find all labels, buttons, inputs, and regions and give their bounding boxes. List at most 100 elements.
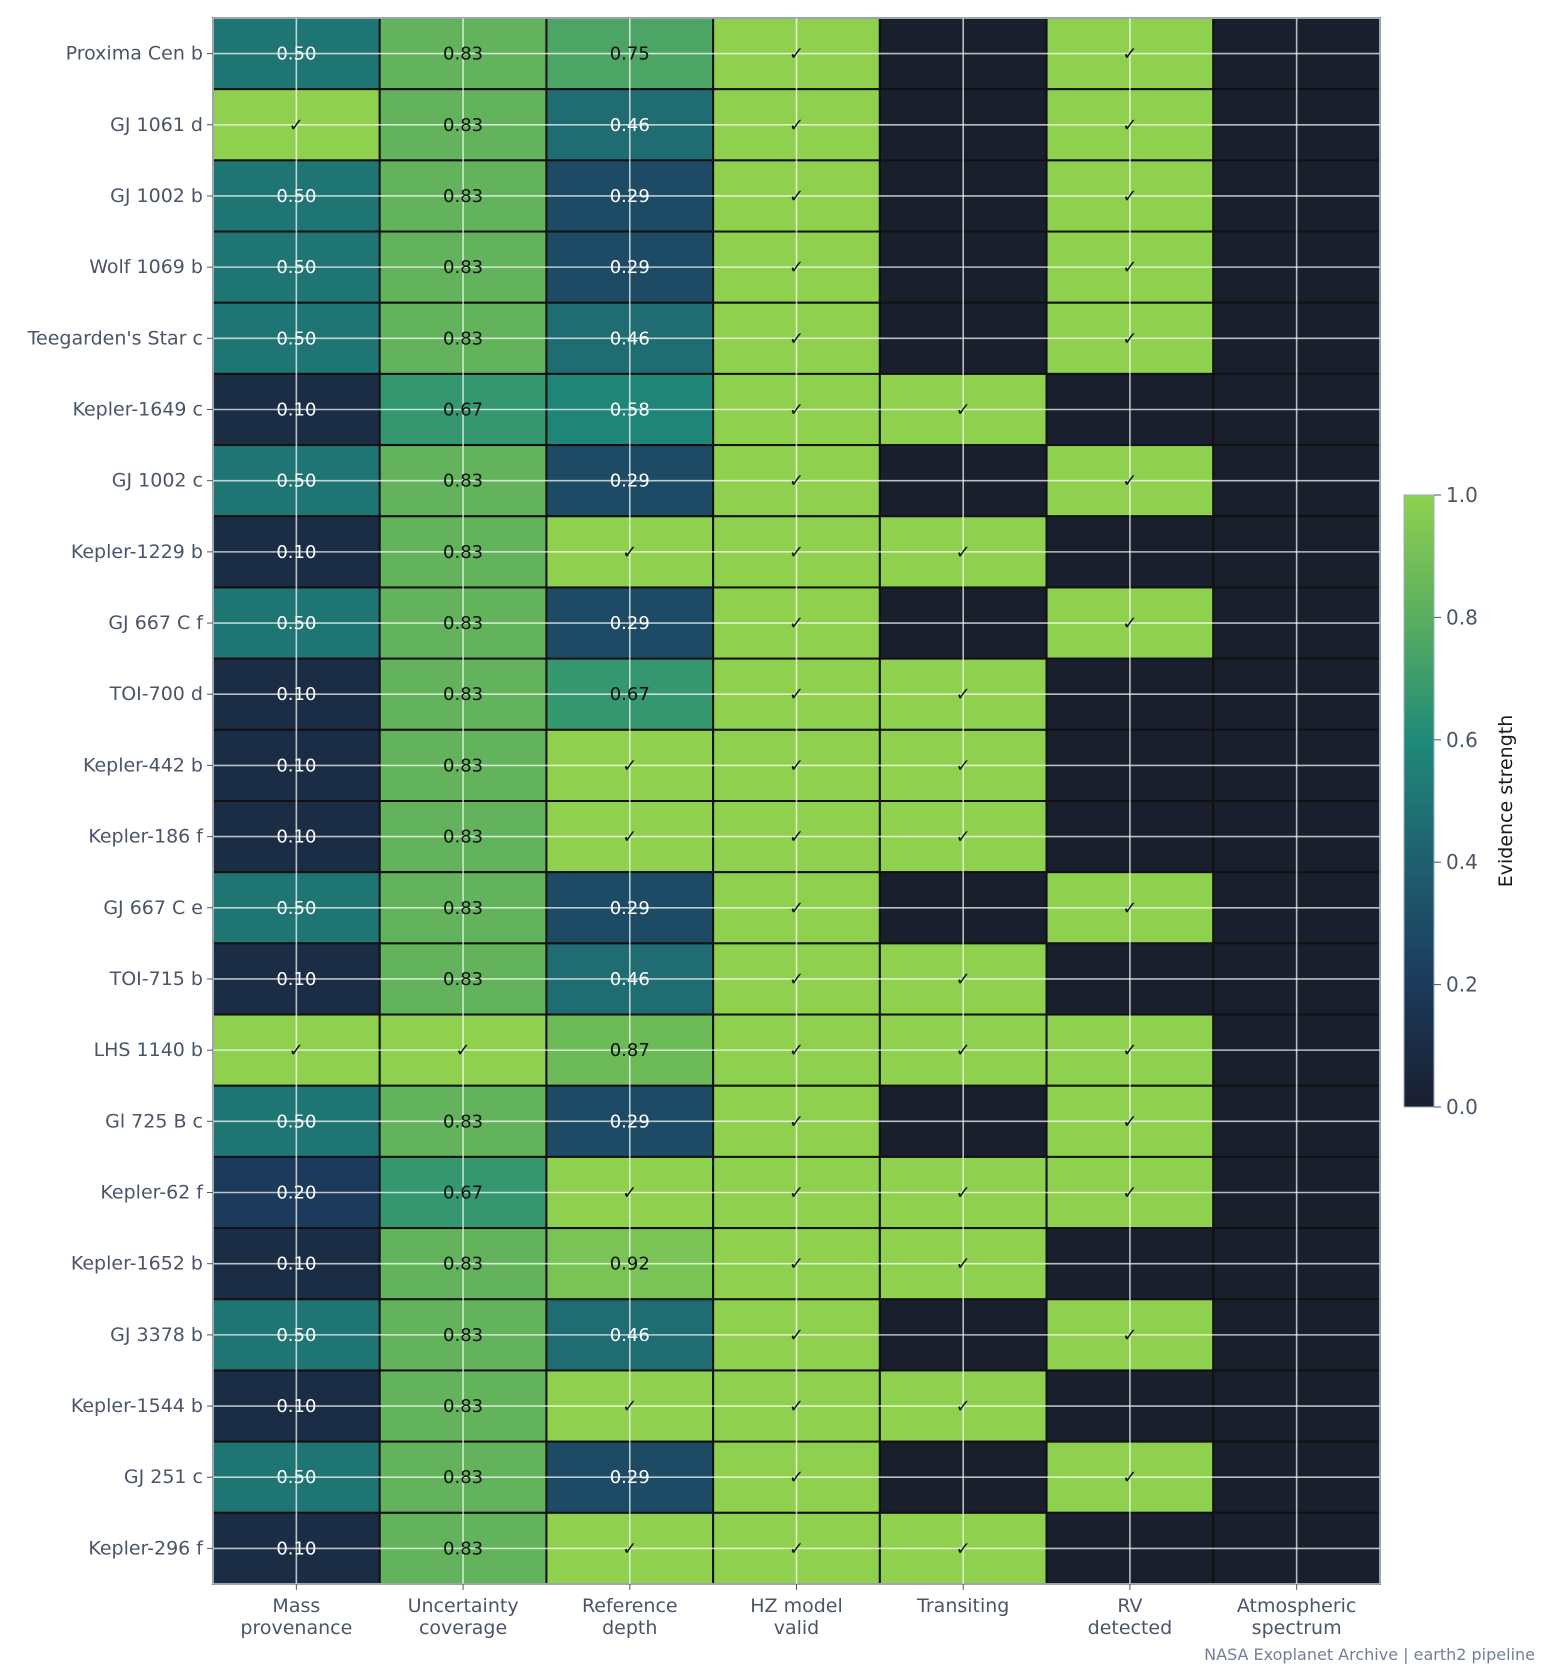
- cell-value-label: 0.50: [276, 44, 316, 65]
- cell-value-label: 0.83: [443, 613, 483, 634]
- cell-value-label: ✓: [1122, 186, 1137, 207]
- cell-value-label: 0.29: [610, 257, 650, 278]
- cell-value-label: ✓: [789, 44, 804, 65]
- cell-value-label: ✓: [1122, 44, 1137, 65]
- colorbar-tick-label: 0.4: [1446, 850, 1478, 874]
- y-tick-label: LHS 1140 b: [94, 1039, 203, 1061]
- x-tick-label-line2: valid: [774, 1617, 820, 1639]
- cell-value-label: ✓: [789, 1396, 804, 1417]
- cell-value-label: ✓: [956, 1396, 971, 1417]
- y-tick-label: Kepler-296 f: [88, 1537, 204, 1559]
- y-tick-label: Kepler-1649 c: [72, 399, 203, 421]
- y-tick-label: GJ 667 C e: [103, 897, 203, 919]
- cell-value-label: 0.92: [610, 1254, 650, 1275]
- cell-value-label: ✓: [622, 827, 637, 848]
- x-tick-label-line2: depth: [602, 1617, 657, 1639]
- x-tick-label-line2: spectrum: [1252, 1617, 1342, 1639]
- cell-value-label: ✓: [789, 827, 804, 848]
- x-tick-label-line2: coverage: [419, 1617, 507, 1639]
- cell-value-label: 0.83: [443, 257, 483, 278]
- cell-value-label: 0.46: [610, 1325, 650, 1346]
- cell-value-label: ✓: [789, 969, 804, 990]
- cell-value-label: ✓: [956, 969, 971, 990]
- cell-value-label: 0.46: [610, 969, 650, 990]
- cell-value-label: 0.10: [276, 400, 316, 421]
- cell-value-label: 0.83: [443, 1254, 483, 1275]
- cell-value-label: ✓: [956, 1254, 971, 1275]
- cell-value-label: ✓: [789, 471, 804, 492]
- x-tick-label-line1: Reference: [582, 1595, 678, 1617]
- cell-value-label: ✓: [789, 542, 804, 563]
- cell-value-label: 0.83: [443, 1538, 483, 1559]
- cell-value-label: 0.50: [276, 257, 316, 278]
- cell-value-label: ✓: [789, 328, 804, 349]
- y-tick-label: Kepler-1229 b: [71, 541, 203, 563]
- x-tick-label-line1: RV: [1117, 1595, 1142, 1617]
- cell-value-label: 0.10: [276, 684, 316, 705]
- cell-value-label: ✓: [1122, 1111, 1137, 1132]
- cell-value-label: ✓: [789, 684, 804, 705]
- cell-value-label: 0.87: [610, 1040, 650, 1061]
- cell-value-label: 0.83: [443, 827, 483, 848]
- cell-value-label: 0.50: [276, 1467, 316, 1488]
- x-tick-label-line2: detected: [1088, 1617, 1173, 1639]
- x-tick-label-line1: Transiting: [916, 1595, 1009, 1617]
- cell-value-label: ✓: [1122, 898, 1137, 919]
- cell-value-label: 0.29: [610, 898, 650, 919]
- cell-value-label: 0.10: [276, 755, 316, 776]
- y-tick-label: GJ 1061 d: [110, 114, 203, 136]
- cell-value-label: 0.50: [276, 186, 316, 207]
- cell-value-label: ✓: [956, 400, 971, 421]
- cell-value-label: ✓: [456, 1040, 471, 1061]
- colorbar-tick-label: 0.6: [1446, 728, 1478, 752]
- cell-value-label: 0.83: [443, 44, 483, 65]
- y-tick-label: GJ 667 C f: [108, 612, 204, 634]
- cell-value-label: ✓: [1122, 115, 1137, 136]
- cell-value-label: 0.29: [610, 471, 650, 492]
- colorbar-tick-label: 0.0: [1446, 1095, 1478, 1119]
- cell-value-label: 0.83: [443, 115, 483, 136]
- y-tick-label: GJ 1002 b: [110, 185, 203, 207]
- y-tick-label: Teegarden's Star c: [27, 327, 203, 349]
- cell-value-label: 0.67: [443, 400, 483, 421]
- y-axis-labels: Proxima Cen b GJ 1061 d GJ 1002 b Wolf 1069…: [27, 43, 213, 1559]
- cell-value-label: ✓: [789, 613, 804, 634]
- colorbar-tick-label: 0.8: [1446, 605, 1478, 629]
- cell-value-label: 0.67: [443, 1183, 483, 1204]
- cell-value-label: ✓: [622, 1396, 637, 1417]
- cell-value-label: ✓: [789, 1467, 804, 1488]
- cell-value-label: ✓: [622, 1183, 637, 1204]
- colorbar: 0.0 0.2 0.4 0.6 0.8 1.0 Evidence strength: [1403, 483, 1517, 1119]
- cell-value-label: 0.75: [610, 44, 650, 65]
- cell-value-label: 0.83: [443, 542, 483, 563]
- cell-value-label: ✓: [789, 1538, 804, 1559]
- cell-value-label: 0.50: [276, 1111, 316, 1132]
- cell-value-label: ✓: [956, 755, 971, 776]
- x-tick-label-line1: Atmospheric: [1237, 1595, 1356, 1617]
- cell-value-label: ✓: [956, 1538, 971, 1559]
- x-tick-label-line2: provenance: [240, 1617, 352, 1639]
- cell-value-label: 0.29: [610, 1467, 650, 1488]
- x-tick-label-line1: Mass: [272, 1595, 320, 1617]
- y-tick-label: GJ 251 c: [124, 1466, 203, 1488]
- cell-value-label: 0.50: [276, 1325, 316, 1346]
- cell-value-label: ✓: [789, 1254, 804, 1275]
- colorbar-ticks: 0.0 0.2 0.4 0.6 0.8 1.0: [1434, 483, 1478, 1119]
- cell-value-label: ✓: [789, 400, 804, 421]
- cell-value-label: ✓: [1122, 471, 1137, 492]
- cell-value-label: 0.10: [276, 542, 316, 563]
- cell-value-label: 0.58: [610, 400, 650, 421]
- cell-value-labels: 0.50 0.83 0.75 ✓ ✓ ✓ 0.83 0.46 ✓ ✓ 0.50 0.83 0.29 ✓ ✓ 0…: [276, 44, 1137, 1560]
- y-tick-label: Kepler-186 f: [88, 826, 204, 848]
- cell-value-label: 0.10: [276, 1254, 316, 1275]
- cell-value-label: 0.67: [610, 684, 650, 705]
- cell-value-label: ✓: [956, 1183, 971, 1204]
- cell-value-label: ✓: [1122, 1040, 1137, 1061]
- cell-value-label: ✓: [1122, 1183, 1137, 1204]
- cell-value-label: ✓: [789, 1325, 804, 1346]
- cell-value-label: 0.83: [443, 471, 483, 492]
- cell-value-label: 0.83: [443, 1111, 483, 1132]
- cell-value-label: 0.29: [610, 186, 650, 207]
- cell-value-label: ✓: [1122, 1325, 1137, 1346]
- cell-value-label: ✓: [789, 1111, 804, 1132]
